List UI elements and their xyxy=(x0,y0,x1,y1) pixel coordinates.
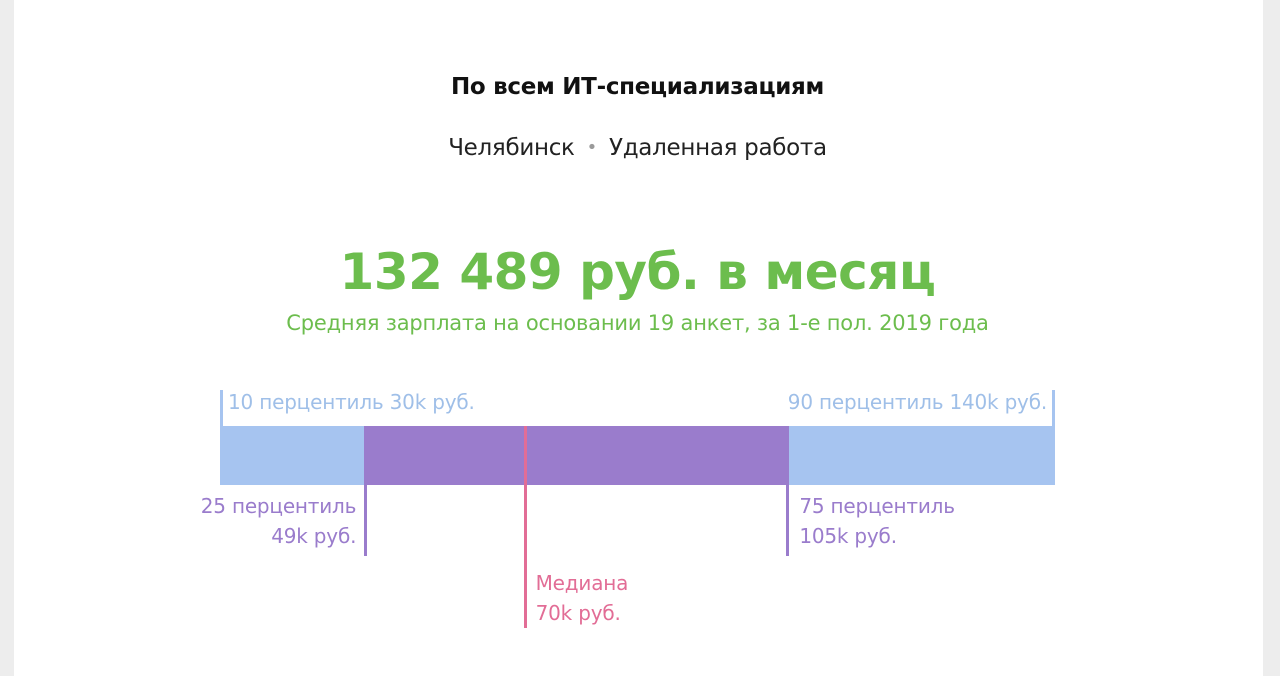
salary-description: Средняя зарплата на основании 19 анкет, … xyxy=(286,311,989,335)
median-label-title: Медиана xyxy=(535,571,629,595)
p75-tick xyxy=(786,485,790,556)
city-label: Челябинск xyxy=(448,135,575,161)
p25-label-title: 25 перцентиль xyxy=(200,494,357,518)
p25-tick xyxy=(364,485,368,556)
p90-tick xyxy=(1052,390,1055,426)
p10-tick xyxy=(220,390,223,426)
separator-dot: • xyxy=(586,137,598,158)
median-label-value: 70k руб. xyxy=(535,601,621,625)
p10-label: 10 перцентиль 30k руб. xyxy=(228,390,475,414)
p25-p75-range-bar xyxy=(364,426,790,485)
salary-card xyxy=(14,0,1263,676)
p75-label-value: 105k руб. xyxy=(799,524,897,548)
location-line: Челябинск • Удаленная работа xyxy=(0,135,1275,161)
p75-label-title: 75 перцентиль xyxy=(799,494,955,518)
average-salary: 132 489 руб. в месяц xyxy=(339,243,936,301)
p25-label-value: 49k руб. xyxy=(271,524,357,548)
page-title: По всем ИТ-специализациям xyxy=(450,74,825,100)
median-tick xyxy=(523,426,527,628)
work-type-label: Удаленная работа xyxy=(608,135,827,161)
p90-label: 90 перцентиль 140k руб. xyxy=(787,390,1047,414)
